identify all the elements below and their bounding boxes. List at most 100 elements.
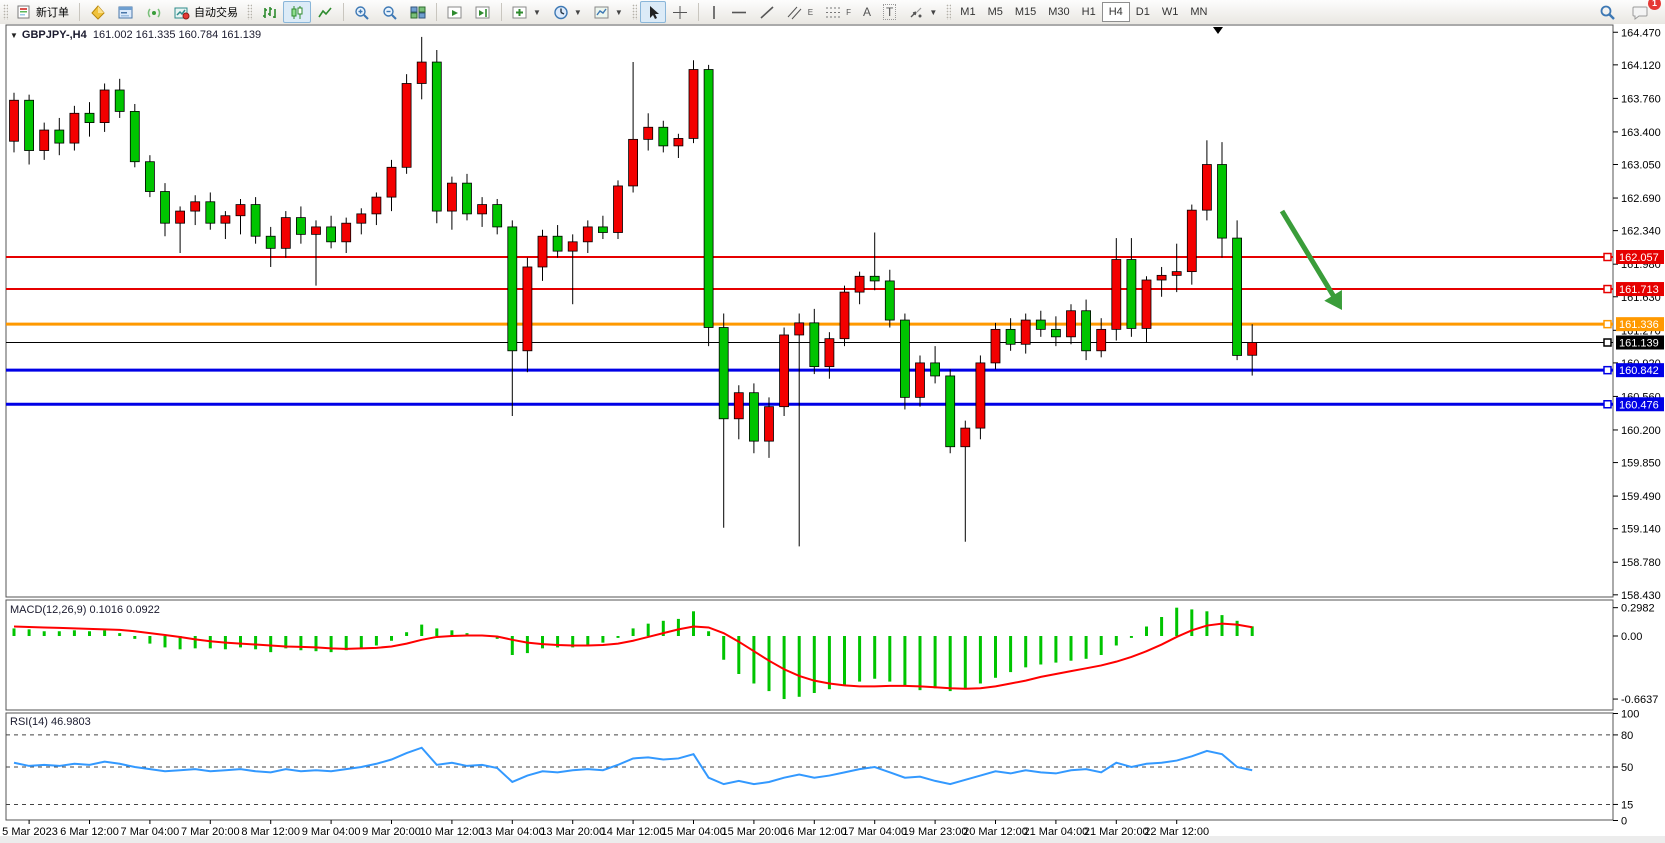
candle-up [854,275,865,293]
macd-indicator-label: MACD(12,26,9) 0.1016 0.0922 [10,604,160,616]
zoom-out-button[interactable] [376,1,404,23]
signal-icon [146,5,162,20]
hline-anchor[interactable] [1603,252,1612,262]
time-tick-label: 13 Mar 04:00 [480,826,545,836]
candle-up [1156,274,1167,281]
new-order-button[interactable]: 新订单 [11,1,75,23]
chat-button[interactable]: 1 [1626,0,1661,23]
chart-canvas[interactable]: 164.470 164.120 163.760 163.400 163.050 162.6… [0,24,1665,836]
candle-down [900,319,910,398]
hline-anchor[interactable] [1603,319,1612,329]
zoom-in-button[interactable] [348,1,376,23]
fibonacci-button[interactable]: F [819,1,857,23]
time-tick-label: 15 Mar 20:00 [721,826,786,836]
price-tick-label: 159.490 [1621,491,1661,503]
timeframe-M1[interactable]: M1 [960,6,976,18]
candle-up [673,138,684,147]
channel-icon [787,5,804,20]
chart-area[interactable]: 164.470 164.120 163.760 163.400 163.050 162.6… [0,24,1665,836]
auto-trading-label: 自动交易 [194,7,238,19]
chart-shift-button[interactable] [469,1,497,23]
trend-arrow-head[interactable] [1324,290,1342,310]
channel-button[interactable]: E [781,1,819,23]
signal-button[interactable] [140,1,168,23]
price-label-badge [1616,397,1664,412]
indicators-button[interactable]: ▼ [506,1,547,23]
hline-anchor[interactable] [1603,338,1612,347]
main-panel[interactable] [5,24,1614,598]
candle-up [779,334,789,408]
hline-anchor[interactable] [1603,284,1612,294]
shapes-icon [908,5,924,20]
hline-anchor[interactable] [1603,365,1612,375]
horizontal-line-button[interactable] [725,1,753,23]
chart-ohlc-values: 161.002 161.335 160.784 161.139 [92,29,262,41]
bars-chart-button[interactable] [255,1,283,23]
trendline-button[interactable] [753,1,781,23]
chart-shift-marker[interactable] [1213,27,1223,34]
time-tick-label: 15 Mar 04:00 [661,826,726,836]
macd-panel[interactable] [5,599,1614,711]
macd-tick-label: 0.00 [1621,631,1642,643]
bars-chart-icon [261,5,277,20]
toolbar-grip[interactable] [631,4,637,20]
text-button[interactable]: A [857,1,877,23]
time-tick-label: 13 Mar 20:00 [540,826,605,836]
timeframe-MN[interactable]: MN [1190,6,1208,18]
auto-trading-button[interactable]: 自动交易 [168,1,244,23]
toolbar-grip[interactable] [247,4,252,20]
new-order-icon [17,5,32,19]
trend-arrow[interactable] [1279,209,1339,303]
candle-down [462,182,472,215]
text-icon: A [863,5,872,19]
toolbar-grip[interactable] [3,4,8,20]
time-tick-label: 22 Mar 12:00 [1144,826,1209,836]
timeframe-W1[interactable]: W1 [1161,6,1179,18]
candle-down [129,111,140,163]
toolbar-grip[interactable] [946,4,952,20]
time-tick-label: 20 Mar 12:00 [963,826,1028,836]
line-chart-button[interactable] [311,1,339,23]
cursor-button[interactable] [639,1,666,23]
timeframe-M30[interactable]: M30 [1048,6,1070,18]
timeframe-H4[interactable]: H4 [1101,2,1130,22]
candlestick-chart-icon [289,5,305,20]
candle-down [749,392,759,442]
candle-up [613,185,623,233]
time-tick-label: 9 Mar 20:00 [362,826,421,836]
templates-button[interactable]: ▼ [588,1,629,23]
candle-up [39,129,50,151]
window-bottom-edge [0,836,1665,843]
candle-down [84,112,95,123]
market-watch-button[interactable] [84,1,112,23]
search-button[interactable] [1593,1,1622,23]
candle-up [1066,310,1076,338]
candle-down [703,69,714,328]
timeframe-M5[interactable]: M5 [987,6,1003,18]
hline-anchor[interactable] [1603,400,1612,409]
candle-down [507,226,518,352]
periods-button[interactable]: ▼ [547,1,588,23]
price-tick-label: 159.140 [1621,524,1661,536]
candle-up [175,210,186,224]
timeframe-H1[interactable]: H1 [1081,6,1096,18]
rsi-indicator-label: RSI(14) 46.9803 [10,716,91,728]
candlestick-chart-button[interactable] [283,1,311,23]
candle-down [598,226,608,233]
tile-windows-button[interactable] [404,1,432,23]
toolbar-separator [697,3,699,21]
rsi-tick-label: 0 [1621,816,1627,828]
toolbar-separator [343,3,344,21]
vertical-line-button[interactable] [703,1,725,23]
chevron-down-icon[interactable]: ▼ [10,31,18,40]
candle-up [733,392,744,420]
data-window-button[interactable] [112,1,140,23]
auto-scroll-button[interactable] [441,1,469,23]
candle-up [99,89,110,123]
candle-down [869,275,880,282]
crosshair-button[interactable] [666,1,694,23]
text-label-button[interactable]: T [877,1,902,23]
timeframe-D1[interactable]: D1 [1135,6,1150,18]
timeframe-M15[interactable]: M15 [1014,6,1037,18]
shapes-button[interactable]: ▼ [902,1,943,23]
